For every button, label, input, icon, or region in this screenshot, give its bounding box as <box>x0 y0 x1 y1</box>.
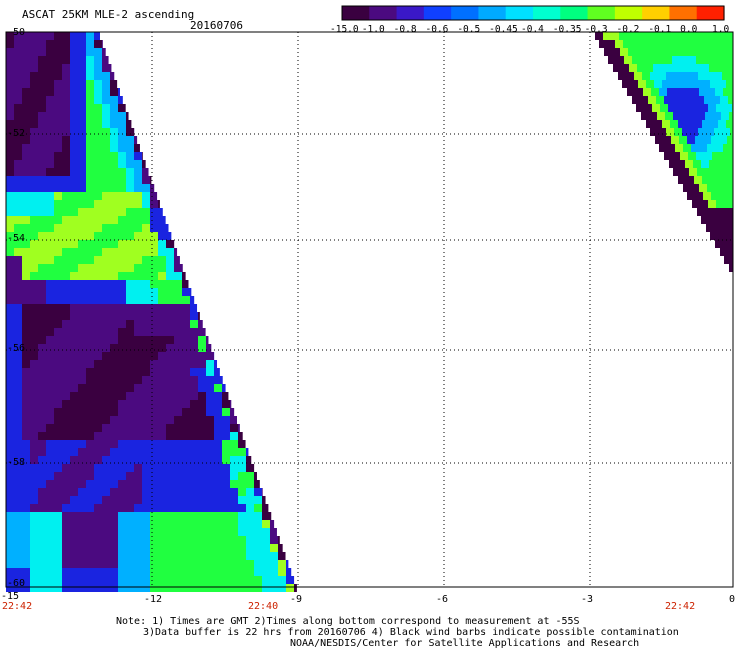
time-label: 22:42 <box>665 601 696 612</box>
colorbar-label: -0.5 <box>457 24 481 35</box>
lon-label: -15 <box>1 591 20 602</box>
time-label: 22:40 <box>248 601 279 612</box>
note-line-2: 3)Data buffer is 22 hrs from 20160706 4)… <box>143 627 679 638</box>
product-date: 20160706 <box>190 19 243 32</box>
lat-label: -60 <box>7 578 26 589</box>
time-label: 22:42 <box>2 601 33 612</box>
colorbar-swatch <box>369 6 398 20</box>
colorbar-label: -0.1 <box>648 24 672 35</box>
colorbar-label: 0.0 <box>680 24 698 35</box>
lon-label: -3 <box>581 594 594 605</box>
colorbar-swatch <box>696 6 725 20</box>
colorbar-label: 1.0 <box>712 24 730 35</box>
colorbar-label: -0.8 <box>393 24 417 35</box>
lon-label: -12 <box>144 594 163 605</box>
colorbar-swatch <box>423 6 452 20</box>
colorbar-label: -0.35 <box>552 24 582 35</box>
lon-label: 0 <box>729 594 736 605</box>
colorbar-label: -0.2 <box>616 24 640 35</box>
colorbar-swatch <box>642 6 671 20</box>
lat-label: -58 <box>7 457 26 468</box>
product-title: ASCAT 25KM MLE-2 ascending <box>22 8 195 21</box>
note-line-1: Note: 1) Times are GMT 2)Times along bot… <box>116 616 580 627</box>
colorbar-swatch <box>587 6 616 20</box>
map-grid <box>6 32 733 587</box>
lat-label: -50 <box>7 27 26 38</box>
colorbar-swatch <box>342 6 370 20</box>
colorbar-swatch <box>614 6 643 20</box>
map-frame <box>5 31 734 588</box>
colorbar <box>341 5 725 21</box>
colorbar-swatch <box>451 6 480 20</box>
colorbar-swatch <box>669 6 698 20</box>
colorbar-swatch <box>560 6 589 20</box>
right-swath <box>595 32 733 272</box>
colorbar-label: -15.0 <box>330 24 359 35</box>
colorbar-label: -0.3 <box>584 24 608 35</box>
left-swath <box>6 32 297 592</box>
colorbar-border <box>341 5 725 21</box>
colorbar-swatch <box>478 6 507 20</box>
note-line-3: NOAA/NESDIS/Center for Satellite Applica… <box>290 638 640 649</box>
lon-label: -6 <box>436 594 449 605</box>
colorbar-label: -1.0 <box>361 24 385 35</box>
colorbar-swatch <box>396 6 425 20</box>
colorbar-swatch <box>505 6 534 20</box>
lat-label: -56 <box>7 343 26 354</box>
colorbar-swatch <box>533 6 561 20</box>
colorbar-label: -0.4 <box>521 24 544 35</box>
colorbar-label: -0.45 <box>489 24 518 35</box>
lon-label: -9 <box>290 594 303 605</box>
lat-label: -54 <box>7 233 26 244</box>
lat-label: -52 <box>7 128 26 139</box>
colorbar-label: -0.6 <box>425 24 449 35</box>
